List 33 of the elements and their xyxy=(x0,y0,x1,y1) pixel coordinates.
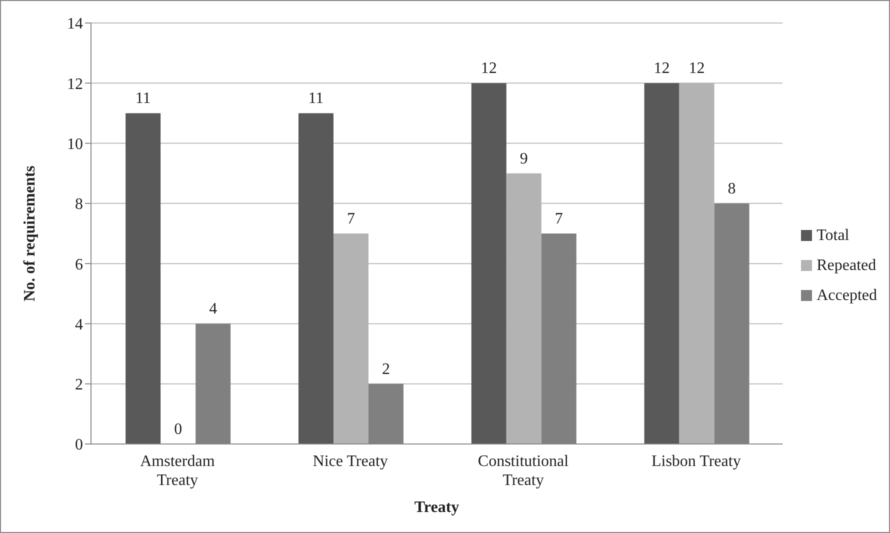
y-tick-label: 14 xyxy=(67,16,83,33)
data-label: 7 xyxy=(554,210,563,228)
x-tick-label: Constitutional Treaty xyxy=(478,453,570,489)
data-label: 12 xyxy=(480,60,497,78)
data-label: 12 xyxy=(654,60,670,78)
y-tick-label: 6 xyxy=(75,256,83,274)
y-axis-title: No. of requirements xyxy=(22,166,39,302)
data-label: 7 xyxy=(346,210,355,228)
y-tick-label: 8 xyxy=(75,196,83,214)
data-label: 12 xyxy=(688,60,705,78)
x-axis-title: Treaty xyxy=(414,499,460,516)
data-label: 4 xyxy=(209,300,218,318)
data-label: 8 xyxy=(728,180,736,198)
bar xyxy=(126,113,161,444)
data-label: 9 xyxy=(520,150,528,168)
x-tick-label: Amsterdam Treaty xyxy=(140,453,216,489)
y-tick-label: 12 xyxy=(67,76,83,93)
data-label: 11 xyxy=(308,90,324,108)
bar xyxy=(298,113,334,444)
data-label: 11 xyxy=(135,90,151,108)
data-label: 0 xyxy=(174,421,182,438)
bar xyxy=(471,83,506,444)
x-tick-label: Nice Treaty xyxy=(312,453,388,470)
legend-label: Repeated xyxy=(816,256,877,276)
legend-label: Total xyxy=(816,226,850,246)
x-tick-label: Lisbon Treaty xyxy=(651,453,741,470)
y-tick-label: 2 xyxy=(75,376,83,394)
bar xyxy=(644,83,680,444)
legend-label: Accepted xyxy=(816,286,877,306)
y-tick-label: 10 xyxy=(67,136,83,153)
y-tick-label: 0 xyxy=(75,436,83,454)
y-tick-label: 4 xyxy=(75,316,83,334)
data-label: 2 xyxy=(382,360,390,378)
